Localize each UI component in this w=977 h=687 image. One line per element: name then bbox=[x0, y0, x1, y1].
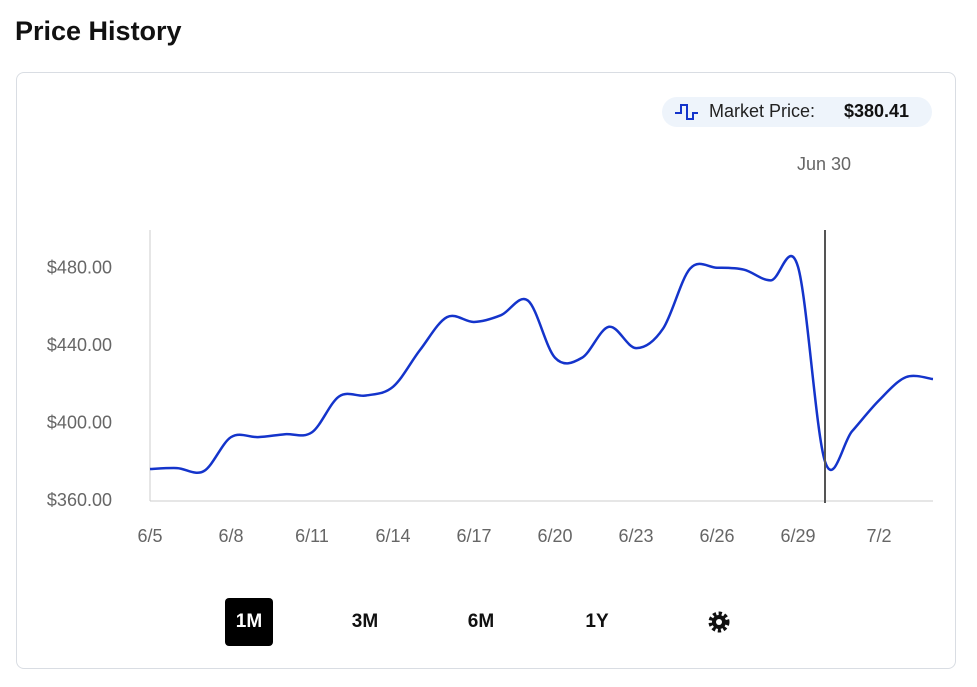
x-tick-label: 6/5 bbox=[137, 526, 162, 546]
legend-value: $380.41 bbox=[844, 101, 909, 121]
legend-label: Market Price: bbox=[709, 101, 815, 121]
settings-icon[interactable] bbox=[708, 611, 730, 633]
y-tick-label: $440.00 bbox=[47, 335, 112, 355]
price-line bbox=[149, 255, 934, 475]
y-tick-label: $400.00 bbox=[47, 412, 112, 432]
x-tick-label: 6/8 bbox=[218, 526, 243, 546]
range-button[interactable]: 1M bbox=[225, 598, 273, 646]
y-tick-label: $480.00 bbox=[47, 257, 112, 277]
x-tick-label: 6/14 bbox=[375, 526, 410, 546]
x-tick-label: 6/23 bbox=[618, 526, 653, 546]
hover-date: Jun 30 bbox=[797, 154, 851, 174]
x-tick-label: 6/29 bbox=[780, 526, 815, 546]
y-tick-label: $360.00 bbox=[47, 490, 112, 510]
chart-card bbox=[16, 72, 956, 669]
x-tick-label: 6/11 bbox=[295, 526, 329, 546]
range-button[interactable]: 1Y bbox=[585, 611, 609, 632]
x-tick-label: 6/17 bbox=[456, 526, 491, 546]
legend-pill bbox=[662, 97, 932, 127]
x-tick-label: 7/2 bbox=[866, 526, 891, 546]
range-button[interactable]: 6M bbox=[467, 611, 495, 632]
page-title: Price History bbox=[15, 16, 182, 46]
range-button[interactable]: 3M bbox=[351, 611, 379, 632]
legend-icon bbox=[675, 104, 698, 120]
x-tick-label: 6/20 bbox=[537, 526, 572, 546]
x-tick-label: 6/26 bbox=[699, 526, 734, 546]
range-buttons: 1M 3M 6M 1Y bbox=[225, 598, 621, 646]
